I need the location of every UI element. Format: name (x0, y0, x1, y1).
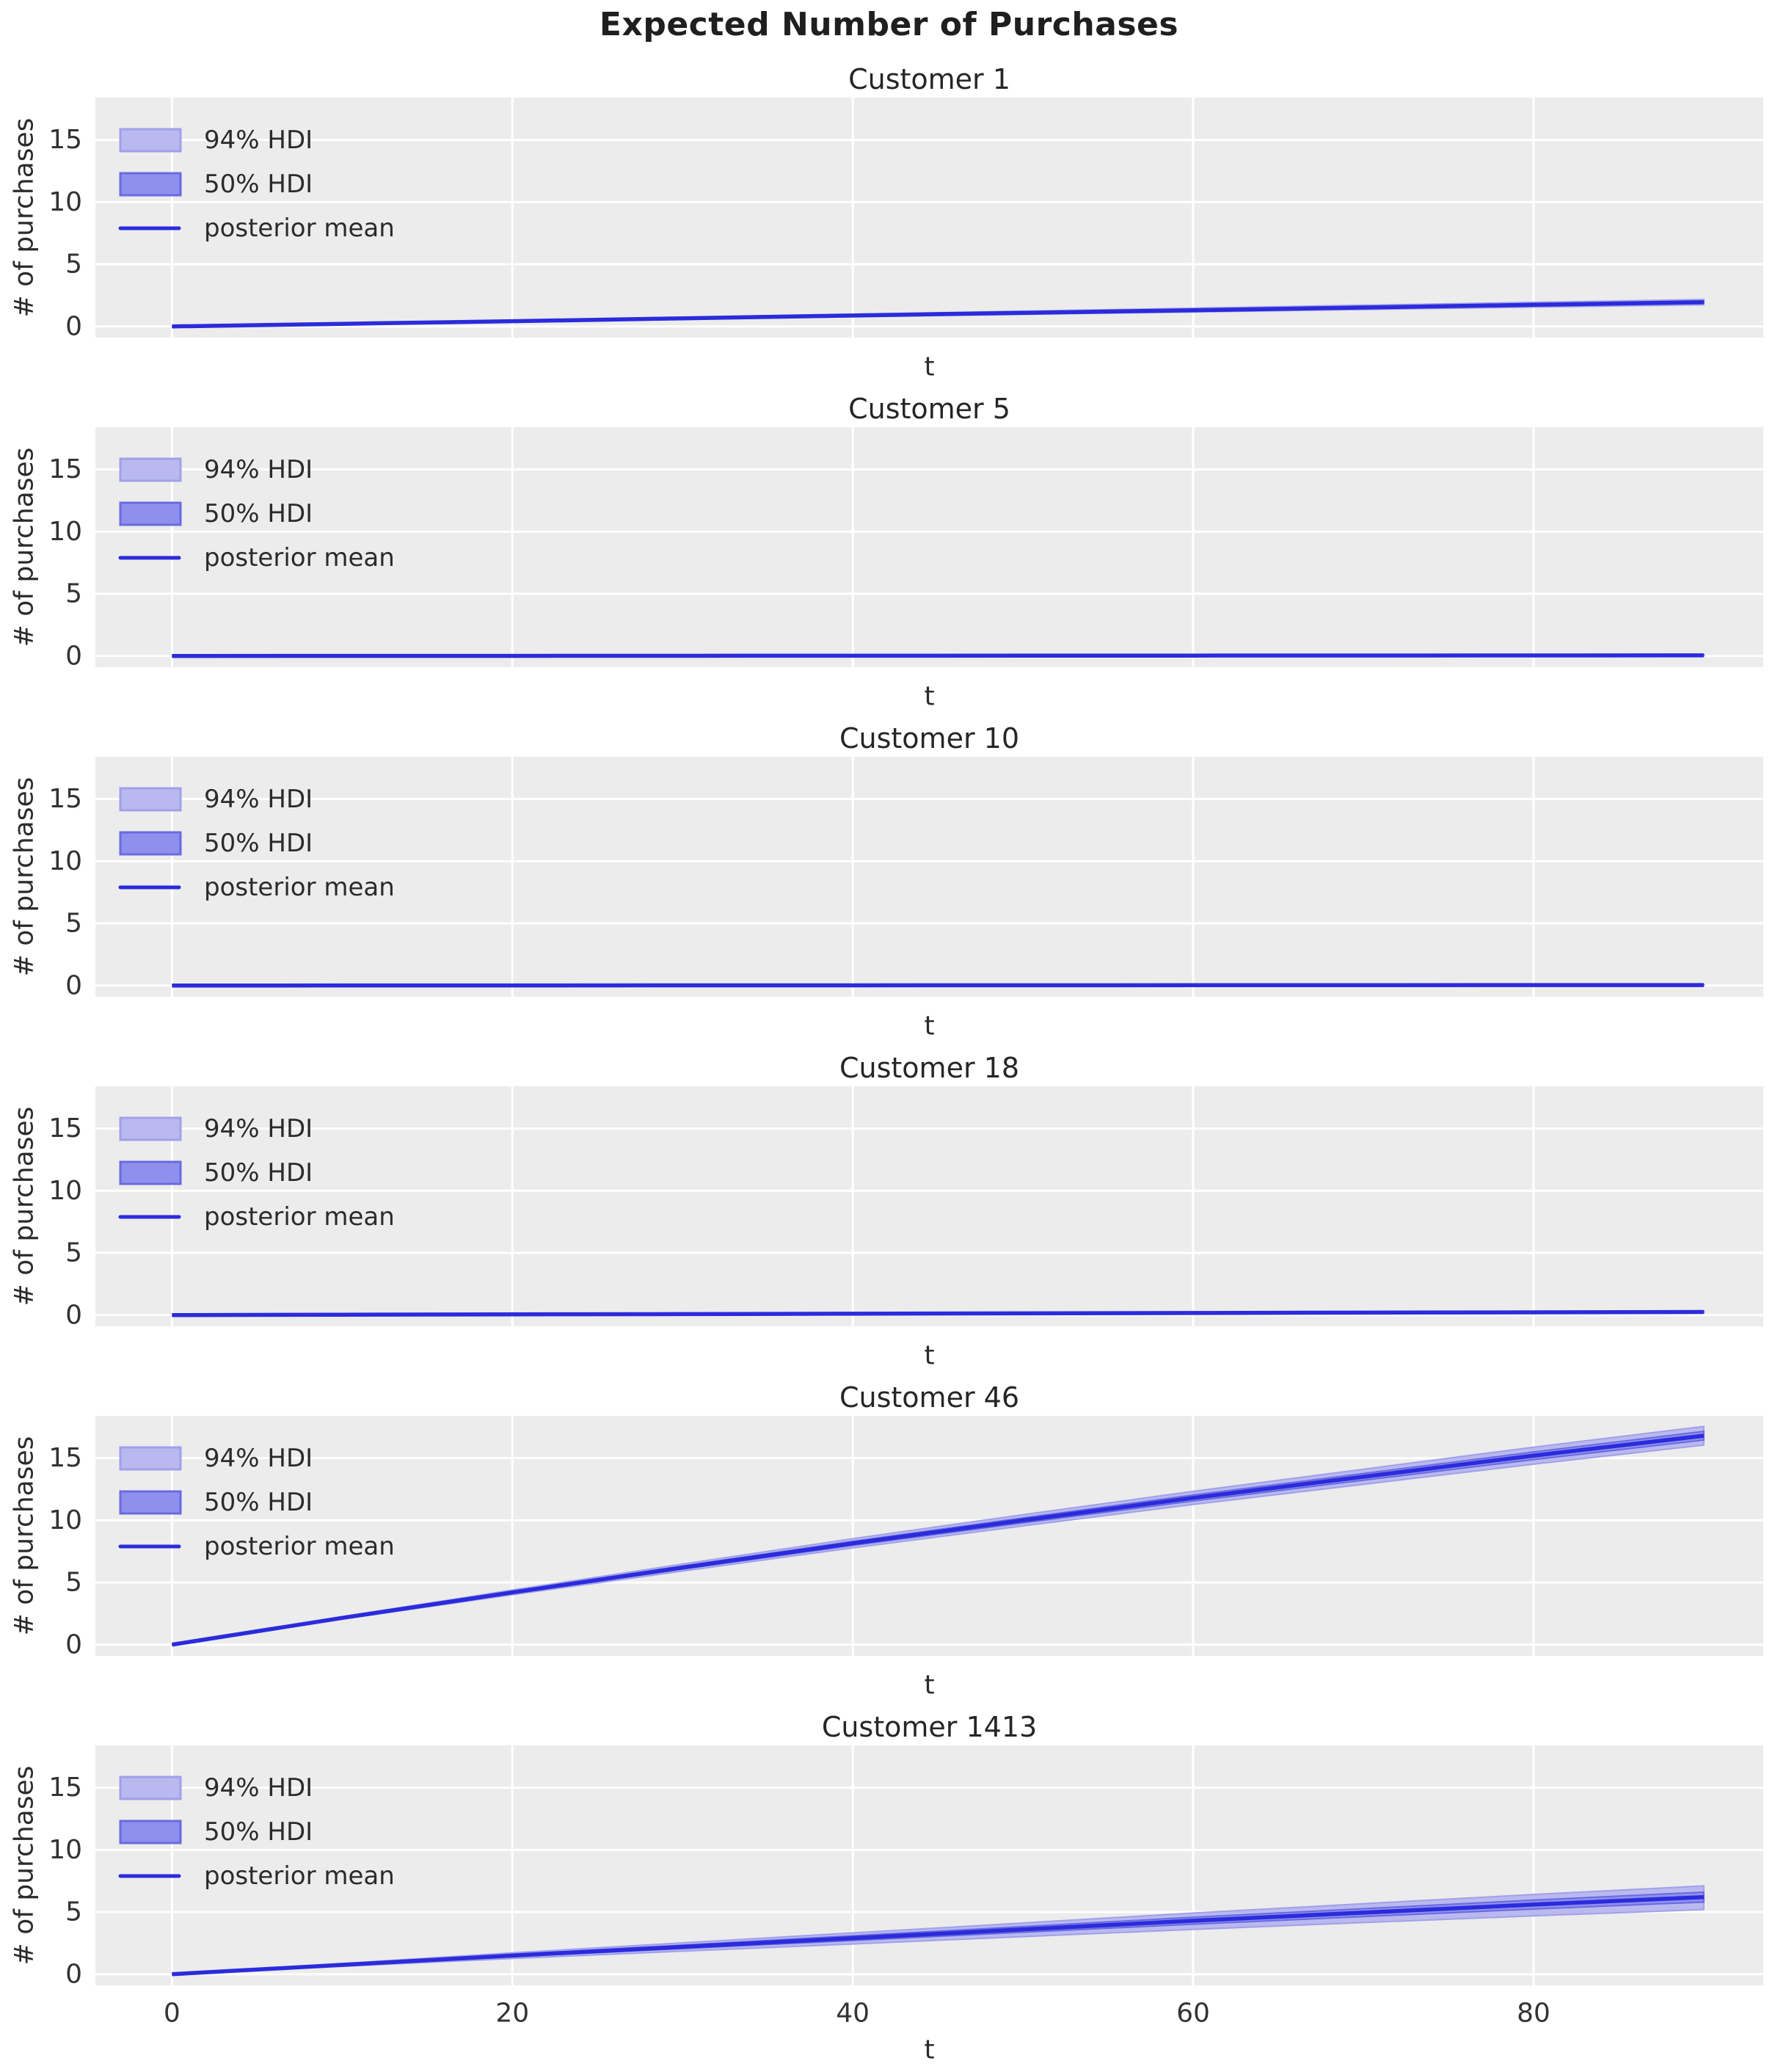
legend-label-94-hdi: 94% HDI (204, 1114, 313, 1144)
legend-label-posterior-mean: posterior mean (204, 1532, 395, 1561)
legend-50-hdi-swatch (119, 1160, 182, 1185)
y-tick-label: 10 (48, 517, 82, 547)
legend-50-hdi-swatch (119, 831, 182, 856)
legend-label-50-hdi: 50% HDI (204, 1817, 313, 1847)
legend-50-hdi-swatch (119, 501, 182, 526)
y-tick-label: 10 (48, 187, 82, 217)
y-tick-label: 15 (48, 784, 82, 814)
subplot-title: Customer 10 (839, 722, 1019, 755)
plot-background (95, 1745, 1763, 1985)
y-axis-label: # of purchases (10, 1107, 40, 1306)
y-axis-label: # of purchases (10, 118, 40, 318)
y-tick-label: 15 (48, 1443, 82, 1473)
plot-background (95, 1086, 1763, 1326)
y-tick-label: 15 (48, 1113, 82, 1144)
legend-94-hdi-swatch (119, 1116, 182, 1141)
x-tick-label: 40 (836, 1999, 870, 2029)
plot-background (95, 98, 1763, 338)
posterior-mean-line (172, 1309, 1704, 1317)
y-tick-label: 15 (48, 1773, 82, 1803)
x-axis-label: t (924, 1341, 934, 1371)
subplot-customer-5: 94% HDI 50% HDI posterior mean Customer 5 0 5… (10, 393, 1763, 712)
y-tick-label: 0 (65, 1629, 82, 1660)
legend-label-94-hdi: 94% HDI (204, 455, 313, 484)
legend-94-hdi-swatch (119, 128, 182, 153)
legend-94-hdi-swatch (119, 457, 182, 482)
subplot-title: Customer 1 (848, 63, 1010, 95)
x-axis-label: t (924, 2035, 934, 2065)
y-tick-label: 0 (65, 311, 82, 341)
y-axis-label: # of purchases (10, 1766, 40, 1966)
x-axis-label: t (924, 1011, 934, 1042)
legend-label-50-hdi: 50% HDI (204, 170, 313, 199)
y-tick-label: 10 (48, 1176, 82, 1206)
x-tick-label: 20 (495, 1999, 529, 2029)
y-tick-label: 0 (65, 970, 82, 1000)
y-axis-label: # of purchases (10, 777, 40, 977)
y-tick-label: 10 (48, 846, 82, 876)
x-tick-label: 60 (1176, 1999, 1210, 2029)
y-tick-label: 5 (65, 579, 82, 609)
y-tick-label: 10 (48, 1835, 82, 1865)
posterior-mean-line (172, 299, 1704, 329)
y-axis-label: # of purchases (10, 448, 40, 647)
plot-background (95, 427, 1763, 667)
posterior-mean-line (172, 983, 1704, 988)
legend-label-posterior-mean: posterior mean (204, 1861, 395, 1891)
plot-background (95, 757, 1763, 997)
x-tick-label: 0 (164, 1999, 181, 2029)
legend-label-50-hdi: 50% HDI (204, 499, 313, 528)
legend-label-posterior-mean: posterior mean (204, 214, 395, 243)
legend-94-hdi-swatch (119, 1775, 182, 1800)
x-axis-label: t (924, 1671, 934, 1701)
legend-label-94-hdi: 94% HDI (204, 1773, 313, 1803)
posterior-mean-line (172, 653, 1704, 658)
subplot-title: Customer 5 (848, 393, 1010, 425)
x-axis-label: t (924, 352, 934, 382)
subplot-title: Customer 46 (839, 1381, 1019, 1414)
subplot-title: Customer 1413 (822, 1711, 1037, 1743)
legend-label-94-hdi: 94% HDI (204, 1444, 313, 1473)
subplot-customer-1: 94% HDI 50% HDI posterior mean Customer 1 0 5… (10, 63, 1763, 382)
y-tick-label: 5 (65, 1897, 82, 1927)
legend-label-posterior-mean: posterior mean (204, 543, 395, 572)
subplot-customer-18: 94% HDI 50% HDI posterior mean Customer 18 0… (10, 1052, 1763, 1371)
legend-label-94-hdi: 94% HDI (204, 785, 313, 814)
legend-label-posterior-mean: posterior mean (204, 873, 395, 902)
subplot-customer-46: 94% HDI 50% HDI posterior mean Customer 46 0… (10, 1381, 1763, 1701)
legend-label-50-hdi: 50% HDI (204, 829, 313, 858)
legend-label-posterior-mean: posterior mean (204, 1202, 395, 1232)
y-tick-label: 15 (48, 125, 82, 155)
y-tick-label: 5 (65, 1238, 82, 1268)
x-tick-label: 80 (1517, 1999, 1551, 2029)
y-tick-label: 5 (65, 909, 82, 939)
legend-50-hdi-swatch (119, 172, 182, 197)
y-tick-label: 5 (65, 1568, 82, 1598)
figure-title: Expected Number of Purchases (599, 6, 1179, 43)
subplot-title: Customer 18 (839, 1052, 1019, 1084)
legend-label-50-hdi: 50% HDI (204, 1158, 313, 1188)
y-tick-label: 5 (65, 250, 82, 280)
y-axis-label: # of purchases (10, 1436, 40, 1636)
y-tick-label: 0 (65, 641, 82, 671)
y-tick-label: 0 (65, 1300, 82, 1330)
y-tick-label: 10 (48, 1505, 82, 1535)
legend-label-94-hdi: 94% HDI (204, 126, 313, 155)
y-tick-label: 0 (65, 1959, 82, 1989)
legend-50-hdi-swatch (119, 1490, 182, 1515)
legend-94-hdi-swatch (119, 787, 182, 812)
legend-94-hdi-swatch (119, 1446, 182, 1471)
posterior-mean-line (172, 1894, 1704, 1977)
subplot-customer-1413: 94% HDI 50% HDI posterior mean Customer 141… (10, 1711, 1763, 2065)
posterior-mean-line (171, 1433, 1705, 1647)
legend-label-50-hdi: 50% HDI (204, 1488, 313, 1517)
x-axis-label: t (924, 682, 934, 712)
subplot-customer-10: 94% HDI 50% HDI posterior mean Customer 10 0… (10, 722, 1763, 1042)
legend-50-hdi-swatch (119, 1820, 182, 1844)
y-tick-label: 15 (48, 454, 82, 484)
